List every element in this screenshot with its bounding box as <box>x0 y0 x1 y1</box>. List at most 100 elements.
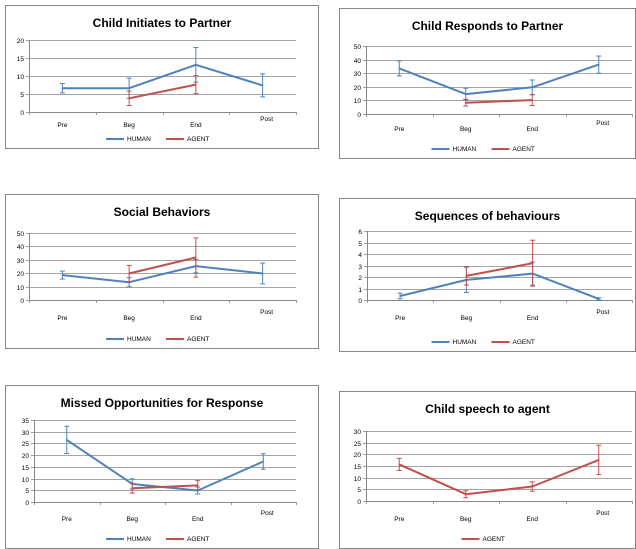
data-point <box>195 83 197 86</box>
legend-label: HUMAN <box>453 146 477 153</box>
data-point <box>65 439 68 441</box>
y-tick-label: 40 <box>17 244 25 251</box>
y-tick-label: 30 <box>17 258 25 265</box>
x-tick-label: Beg <box>126 516 138 523</box>
chart-frame <box>5 194 319 349</box>
legend-label: HUMAN <box>127 136 151 143</box>
data-point <box>195 64 197 66</box>
y-tick-label: 20 <box>17 271 25 278</box>
chart-2: Child Responds to Partner 0 10 20 30 40 50 Pre B… <box>339 8 636 159</box>
y-tick-label: 10 <box>17 285 25 292</box>
legend-label: AGENT <box>513 146 535 153</box>
x-tick-label: Pre <box>394 516 405 523</box>
y-tick-label: 50 <box>354 44 362 51</box>
x-tick-label: Pre <box>57 315 68 322</box>
x-tick-label: End <box>192 516 204 523</box>
chart-frame <box>5 385 319 549</box>
y-tick-label: 10 <box>22 477 30 484</box>
legend-label: HUMAN <box>127 536 151 543</box>
data-point <box>128 272 130 275</box>
legend-label: AGENT <box>187 536 209 543</box>
x-tick-label: Post <box>260 309 273 316</box>
chart-frame <box>339 198 636 352</box>
chart-6: Child speech to agent 0 5 10 15 20 25 30 Pre Beg E… <box>339 391 636 549</box>
y-tick-label: 0 <box>358 298 362 305</box>
x-tick-label: Post <box>596 510 609 517</box>
y-tick-label: 30 <box>354 71 362 78</box>
y-tick-label: 0 <box>357 499 361 506</box>
y-tick-label: 0 <box>20 298 24 305</box>
y-tick-label: 15 <box>22 465 30 472</box>
y-tick-label: 0 <box>357 112 361 119</box>
legend: HUMAN AGENT <box>431 146 535 153</box>
data-point <box>598 298 600 300</box>
y-tick-label: 40 <box>354 58 362 65</box>
series-agent <box>126 237 199 283</box>
legend-label: HUMAN <box>453 339 477 346</box>
data-point <box>261 272 264 275</box>
y-tick-label: 5 <box>25 488 29 495</box>
x-tick-label: End <box>526 516 538 523</box>
series-line <box>132 484 198 490</box>
data-point <box>597 459 600 461</box>
legend-label: AGENT <box>513 339 535 346</box>
series-human <box>396 55 602 101</box>
y-tick-label: 10 <box>354 98 362 105</box>
y-tick-label: 5 <box>20 92 24 99</box>
data-point <box>61 274 64 276</box>
y-tick-label: 50 <box>17 231 25 238</box>
series-line <box>399 272 600 300</box>
x-tick-label: Post <box>261 510 274 517</box>
x-tick-label: Beg <box>460 126 472 133</box>
y-tick-label: 30 <box>354 429 362 436</box>
x-tick-label: Post <box>260 116 273 123</box>
x-tick-label: End <box>527 315 539 322</box>
y-tick-label: 35 <box>22 418 30 425</box>
data-point <box>597 63 600 66</box>
chart-title: Social Behaviors <box>114 205 211 219</box>
y-tick-label: 20 <box>22 453 30 460</box>
data-point <box>61 87 64 90</box>
legend: HUMAN AGENT <box>106 536 209 543</box>
chart-1: Child Initiates to Partner 0 5 10 15 20 Pre Beg… <box>5 5 319 149</box>
data-point <box>131 487 134 489</box>
legend: HUMAN AGENT <box>106 336 209 343</box>
series-line <box>62 63 263 90</box>
y-tick-label: 25 <box>22 441 30 448</box>
x-tick-label: Pre <box>394 126 405 133</box>
chart-title: Child speech to agent <box>425 402 550 416</box>
series-agent <box>129 480 201 494</box>
y-tick-label: 0 <box>20 110 24 117</box>
y-tick-label: 5 <box>358 241 362 248</box>
data-point <box>398 463 401 466</box>
y-tick-label: 20 <box>17 38 25 45</box>
x-tick-label: End <box>526 126 538 133</box>
data-point <box>195 256 197 259</box>
y-tick-label: 15 <box>17 56 25 63</box>
chart-3: Social Behaviors 0 10 20 30 40 50 Pre Beg End Post… <box>5 194 319 349</box>
y-tick-label: 25 <box>354 441 362 448</box>
x-tick-label: Post <box>596 120 609 127</box>
legend: HUMAN AGENT <box>431 339 535 346</box>
data-point <box>128 87 130 90</box>
legend-label: AGENT <box>483 536 505 543</box>
y-tick-label: 4 <box>358 252 362 259</box>
series-line <box>128 83 197 100</box>
legend: AGENT <box>461 536 505 543</box>
chart-title: Missed Opportunities for Response <box>61 396 264 410</box>
data-point <box>261 84 264 87</box>
legend-label: HUMAN <box>127 336 151 343</box>
y-tick-label: 10 <box>17 74 25 81</box>
data-point <box>465 275 468 277</box>
y-tick-label: 0 <box>25 500 29 507</box>
data-point <box>531 86 534 89</box>
x-tick-label: Beg <box>123 122 135 129</box>
y-tick-label: 20 <box>354 85 362 92</box>
series-agent <box>396 444 602 499</box>
series-line <box>466 262 533 277</box>
series-agent <box>126 75 199 107</box>
series-line <box>398 458 600 496</box>
x-tick-label: Pre <box>57 122 68 129</box>
chart-frame <box>339 8 636 159</box>
